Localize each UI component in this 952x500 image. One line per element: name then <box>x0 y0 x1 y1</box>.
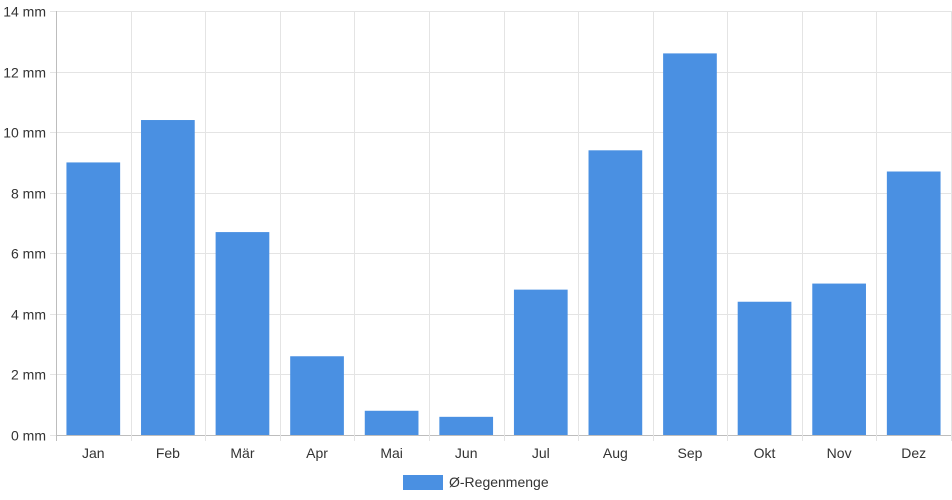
bar-aug[interactable] <box>588 150 643 436</box>
x-tick-label: Jun <box>455 445 478 461</box>
bar-nov[interactable] <box>812 283 866 435</box>
bars <box>66 53 941 436</box>
y-tick-label: 0 mm <box>11 428 46 444</box>
x-tick-label: Nov <box>827 445 852 461</box>
y-tick-label: 10 mm <box>3 125 46 141</box>
bar-mai[interactable] <box>364 410 419 435</box>
x-tick-label: Dez <box>901 445 926 461</box>
bar-sep[interactable] <box>663 53 717 436</box>
x-tick-label: Apr <box>306 445 328 461</box>
legend-swatch[interactable] <box>403 475 443 490</box>
x-tick-label: Mai <box>380 445 403 461</box>
x-tick-label: Sep <box>677 445 702 461</box>
x-tick-label: Jul <box>532 445 550 461</box>
bar-mär[interactable] <box>215 232 270 435</box>
y-tick-label: 14 mm <box>3 4 46 20</box>
bar-okt[interactable] <box>737 301 792 435</box>
legend[interactable]: Ø-Regenmenge <box>403 474 549 490</box>
x-tick-label: Mär <box>230 445 254 461</box>
y-tick-label: 8 mm <box>11 186 46 202</box>
x-tick-label: Okt <box>754 445 776 461</box>
y-tick-label: 6 mm <box>11 246 46 262</box>
bar-feb[interactable] <box>141 120 195 436</box>
x-tick-label: Aug <box>603 445 628 461</box>
y-tick-label: 4 mm <box>11 307 46 323</box>
bar-dez[interactable] <box>886 171 941 435</box>
x-tick-label: Jan <box>82 445 105 461</box>
legend-label[interactable]: Ø-Regenmenge <box>449 474 549 490</box>
y-tick-label: 2 mm <box>11 367 46 383</box>
bar-apr[interactable] <box>290 356 344 435</box>
y-tick-label: 12 mm <box>3 65 46 81</box>
bar-jul[interactable] <box>513 289 568 435</box>
axes: 0 mm 2 mm 4 mm 6 mm 8 mm 10 mm 12 mm 14 mm Jan Fe… <box>3 4 926 462</box>
bar-jun[interactable] <box>439 416 494 435</box>
bar-jan[interactable] <box>66 162 121 435</box>
x-tick-label: Feb <box>156 445 180 461</box>
